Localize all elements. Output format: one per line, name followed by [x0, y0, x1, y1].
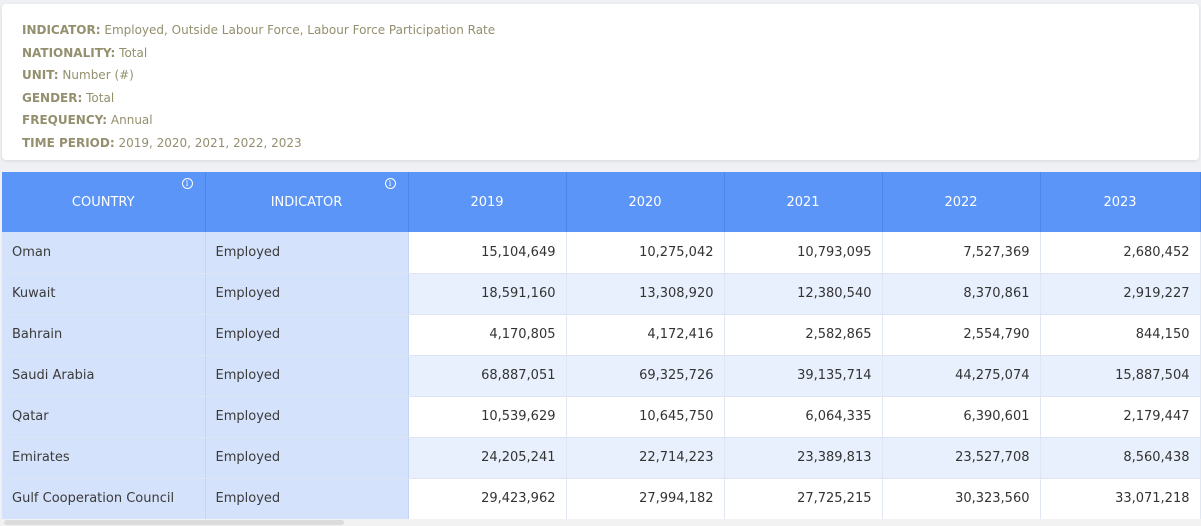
- value-cell: 24,205,241: [408, 437, 567, 479]
- value-cell: 2,919,227: [1040, 273, 1201, 315]
- country-cell: Oman: [2, 232, 206, 274]
- indicator-cell: Employed: [205, 396, 409, 438]
- header-year-2021[interactable]: 2021: [724, 172, 883, 232]
- scrollbar-thumb[interactable]: [4, 520, 344, 525]
- indicator-cell: Employed: [205, 314, 409, 356]
- meta-unit: UNIT: Number (#): [22, 64, 1199, 87]
- header-year-2022[interactable]: 2022: [882, 172, 1041, 232]
- table-row: Emirates Employed 24,205,241 22,714,223 …: [2, 437, 1201, 479]
- value-cell: 6,064,335: [724, 396, 883, 438]
- value-cell: 4,172,416: [566, 314, 725, 356]
- meta-value: Total: [86, 90, 115, 105]
- value-cell: 39,135,714: [724, 355, 883, 397]
- meta-key: GENDER:: [22, 90, 83, 105]
- meta-value: 2019, 2020, 2021, 2022, 2023: [118, 135, 302, 150]
- indicator-cell: Employed: [205, 273, 409, 315]
- value-cell: 2,680,452: [1040, 232, 1201, 274]
- value-cell: 68,887,051: [408, 355, 567, 397]
- indicator-cell: Employed: [205, 437, 409, 479]
- indicator-cell: Employed: [205, 478, 409, 520]
- value-cell: 18,591,160: [408, 273, 567, 315]
- value-cell: 27,994,182: [566, 478, 725, 520]
- meta-value: Employed, Outside Labour Force, Labour F…: [104, 23, 496, 37]
- value-cell: 10,275,042: [566, 232, 725, 274]
- indicator-cell: Employed: [205, 232, 409, 274]
- meta-value: Total: [119, 45, 148, 60]
- meta-gender: GENDER: Total: [22, 87, 1199, 110]
- meta-frequency: FREQUENCY: Annual: [22, 109, 1199, 132]
- table-row: Gulf Cooperation Council Employed 29,423…: [2, 478, 1201, 520]
- value-cell: 10,793,095: [724, 232, 883, 274]
- value-cell: 29,423,962: [408, 478, 567, 520]
- value-cell: 15,887,504: [1040, 355, 1201, 397]
- header-year-2020[interactable]: 2020: [566, 172, 725, 232]
- meta-key: NATIONALITY:: [22, 45, 116, 60]
- value-cell: 2,554,790: [882, 314, 1041, 356]
- meta-indicator: INDICATOR: Employed, Outside Labour Forc…: [22, 19, 1199, 42]
- country-cell: Bahrain: [2, 314, 206, 356]
- header-label: COUNTRY: [71, 194, 135, 210]
- country-cell: Emirates: [2, 437, 206, 479]
- header-label: INDICATOR: [270, 194, 343, 210]
- value-cell: 10,539,629: [408, 396, 567, 438]
- value-cell: 844,150: [1040, 314, 1201, 356]
- value-cell: 22,714,223: [566, 437, 725, 479]
- filter-summary-card: INDICATOR: Employed, Outside Labour Forc…: [2, 4, 1199, 160]
- value-cell: 23,389,813: [724, 437, 883, 479]
- table-row: Qatar Employed 10,539,629 10,645,750 6,0…: [2, 396, 1201, 438]
- header-year-2019[interactable]: 2019: [408, 172, 567, 232]
- value-cell: 8,560,438: [1040, 437, 1201, 479]
- info-icon[interactable]: i: [181, 178, 193, 189]
- country-cell: Qatar: [2, 396, 206, 438]
- value-cell: 33,071,218: [1040, 478, 1201, 520]
- table-row: Oman Employed 15,104,649 10,275,042 10,7…: [2, 232, 1201, 274]
- value-cell: 2,179,447: [1040, 396, 1201, 438]
- value-cell: 8,370,861: [882, 273, 1041, 315]
- country-cell: Saudi Arabia: [2, 355, 206, 397]
- indicator-cell: Employed: [205, 355, 409, 397]
- table-row: Saudi Arabia Employed 68,887,051 69,325,…: [2, 355, 1201, 397]
- value-cell: 69,325,726: [566, 355, 725, 397]
- value-cell: 7,527,369: [882, 232, 1041, 274]
- horizontal-scrollbar[interactable]: [0, 519, 1201, 526]
- value-cell: 44,275,074: [882, 355, 1041, 397]
- table-row: Kuwait Employed 18,591,160 13,308,920 12…: [2, 273, 1201, 315]
- country-cell: Gulf Cooperation Council: [2, 478, 206, 520]
- table-row: Bahrain Employed 4,170,805 4,172,416 2,5…: [2, 314, 1201, 356]
- meta-key: FREQUENCY:: [22, 113, 108, 128]
- meta-nationality: NATIONALITY: Total: [22, 42, 1199, 65]
- value-cell: 10,645,750: [566, 396, 725, 438]
- header-year-2023[interactable]: 2023: [1040, 172, 1201, 232]
- value-cell: 30,323,560: [882, 478, 1041, 520]
- meta-time-period: TIME PERIOD: 2019, 2020, 2021, 2022, 202…: [22, 132, 1199, 155]
- meta-value: Number (#): [62, 68, 134, 83]
- value-cell: 13,308,920: [566, 273, 725, 315]
- table-header-row: COUNTRY i INDICATOR i 2019 2020 2021 2022 …: [2, 172, 1201, 232]
- value-cell: 15,104,649: [408, 232, 567, 274]
- data-table: COUNTRY i INDICATOR i 2019 2020 2021 2022 …: [2, 172, 1201, 520]
- info-icon[interactable]: i: [384, 178, 396, 189]
- value-cell: 6,390,601: [882, 396, 1041, 438]
- value-cell: 12,380,540: [724, 273, 883, 315]
- header-indicator[interactable]: INDICATOR i: [205, 172, 409, 232]
- value-cell: 23,527,708: [882, 437, 1041, 479]
- value-cell: 27,725,215: [724, 478, 883, 520]
- meta-key: UNIT:: [22, 68, 59, 83]
- value-cell: 2,582,865: [724, 314, 883, 356]
- header-country[interactable]: COUNTRY i: [2, 172, 206, 232]
- country-cell: Kuwait: [2, 273, 206, 315]
- value-cell: 4,170,805: [408, 314, 567, 356]
- meta-value: Annual: [110, 113, 153, 128]
- meta-key: INDICATOR:: [22, 23, 101, 37]
- meta-key: TIME PERIOD:: [22, 135, 115, 150]
